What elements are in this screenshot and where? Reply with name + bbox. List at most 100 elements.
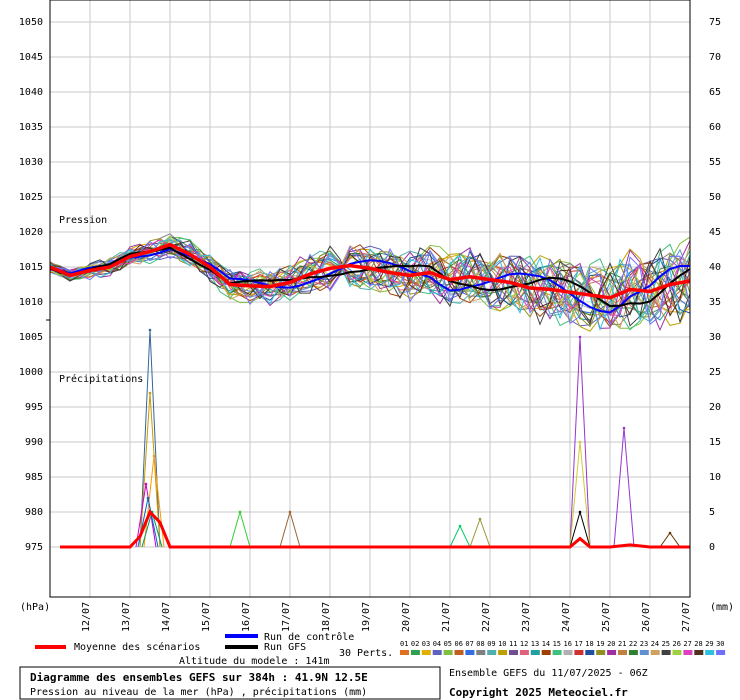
precip-peak <box>659 532 681 548</box>
pert-swatch <box>400 650 409 655</box>
pert-number: 18 <box>585 640 593 648</box>
right-tick-label: 5 <box>709 507 715 518</box>
pert-number: 21 <box>618 640 626 648</box>
left-tick-label: 980 <box>25 507 43 518</box>
left-tick-label: 1045 <box>19 52 43 63</box>
x-tick-label: 15/07 <box>201 602 212 632</box>
pert-number: 09 <box>487 640 495 648</box>
pert-number: 28 <box>694 640 702 648</box>
pert-swatch <box>628 650 638 655</box>
pert-number: 27 <box>683 640 691 648</box>
pert-number: 24 <box>651 640 659 648</box>
pert-number: 15 <box>553 640 561 648</box>
precip-peak <box>229 510 251 548</box>
pert-swatch <box>530 650 540 655</box>
pert-number: 02 <box>411 640 419 648</box>
pert-swatch <box>661 650 671 655</box>
control-line <box>49 247 690 314</box>
pert-line <box>49 243 691 324</box>
right-tick-label: 30 <box>709 332 721 343</box>
pert-number: 19 <box>596 640 604 648</box>
pert-number: 07 <box>465 640 473 648</box>
right-tick-label: 0 <box>709 542 715 553</box>
pert-number: 16 <box>564 640 572 648</box>
right-tick-label: 50 <box>709 192 721 203</box>
precip-label: Précipitations <box>59 373 143 385</box>
precip-peak-point <box>578 335 582 339</box>
pert-number: 12 <box>520 640 528 648</box>
left-tick-label: 1015 <box>19 262 43 273</box>
pert-swatch <box>465 650 475 655</box>
pert-swatch <box>509 650 518 655</box>
left-tick-label: 985 <box>25 472 43 483</box>
chart-labels: Pression Précipitations (hPa) (mm) <box>20 215 734 613</box>
left-tick-label: 1020 <box>19 227 43 238</box>
pert-swatch <box>705 650 715 655</box>
precip-peak-point <box>148 391 152 395</box>
precip-peak-point <box>578 440 582 444</box>
x-tick-label: 26/07 <box>641 602 652 632</box>
precip-peak-point <box>458 524 462 528</box>
x-tick-label: 14/07 <box>161 602 172 632</box>
pert-number: 04 <box>433 640 441 648</box>
right-tick-label: 40 <box>709 262 721 273</box>
pert-swatch <box>454 650 464 655</box>
precip-peak-point <box>238 510 242 514</box>
pert-number: 10 <box>498 640 506 648</box>
precip-peak-point <box>578 510 582 514</box>
x-tick-label: 16/07 <box>241 602 252 632</box>
legend-gfs-label: Run GFS <box>264 642 306 653</box>
right-tick-label: 70 <box>709 52 721 63</box>
right-tick-label: 20 <box>709 402 721 413</box>
pert-swatch <box>694 650 704 655</box>
pert-line <box>49 240 691 326</box>
pert-swatch <box>650 650 660 655</box>
right-tick-label: 60 <box>709 122 721 133</box>
copyright-label: Copyright 2025 Meteociel.fr <box>449 686 628 699</box>
precip-peak-point <box>146 496 150 500</box>
pert-number: 01 <box>400 640 408 648</box>
pressure-label: Pression <box>59 215 107 226</box>
pert-number: 30 <box>716 640 724 648</box>
precip-peak-point <box>622 426 626 430</box>
left-tick-label: 1005 <box>19 332 43 343</box>
pert-swatch <box>519 650 529 655</box>
pert-swatch <box>487 650 497 655</box>
pert-swatch <box>552 650 562 655</box>
pert-number: 23 <box>640 640 648 648</box>
pert-swatch <box>563 650 573 655</box>
ensemble-label: Ensemble GEFS du 11/07/2025 - 06Z <box>449 668 648 679</box>
footer-box <box>19 666 441 700</box>
x-tick-label: 13/07 <box>121 602 132 632</box>
pert-swatch <box>476 650 486 655</box>
pert-swatch <box>596 650 606 655</box>
left-tick-label: 1030 <box>19 157 43 168</box>
x-tick-label: 21/07 <box>441 602 452 632</box>
pert-number: 20 <box>607 640 615 648</box>
pert-swatch <box>607 650 617 655</box>
pert-swatch <box>574 650 584 655</box>
pert-line <box>49 245 691 327</box>
right-tick-label: 55 <box>709 157 721 168</box>
legend-mean-label: Moyenne des scénarios <box>74 641 200 653</box>
x-tick-label: 19/07 <box>361 602 372 632</box>
pert-swatch <box>672 650 682 655</box>
left-tick-label: 1040 <box>19 87 43 98</box>
footer: Diagramme des ensembles GEFS sur 384h : … <box>19 666 648 700</box>
axes: 9759809859909951000100510101015102010251… <box>19 0 721 632</box>
pert-swatch <box>443 650 453 655</box>
pert-swatch <box>541 650 551 655</box>
legend-control-label: Run de contrôle <box>264 631 354 643</box>
pressure-mean <box>49 242 691 300</box>
right-tick-label: 25 <box>709 367 721 378</box>
right-tick-label: 75 <box>709 17 721 28</box>
x-tick-label: 25/07 <box>601 602 612 632</box>
perturbation-swatches: 01 02 03 04 05 06 07 08 09 10 11 12 13 14 15 16 17 18 19 20… <box>400 640 726 655</box>
pert-swatch <box>421 650 431 655</box>
left-tick-label: 975 <box>25 542 43 553</box>
pert-line <box>49 239 691 331</box>
left-tick-label: 1035 <box>19 122 43 133</box>
x-tick-label: 27/07 <box>681 602 692 632</box>
left-tick-label: 1050 <box>19 17 43 28</box>
